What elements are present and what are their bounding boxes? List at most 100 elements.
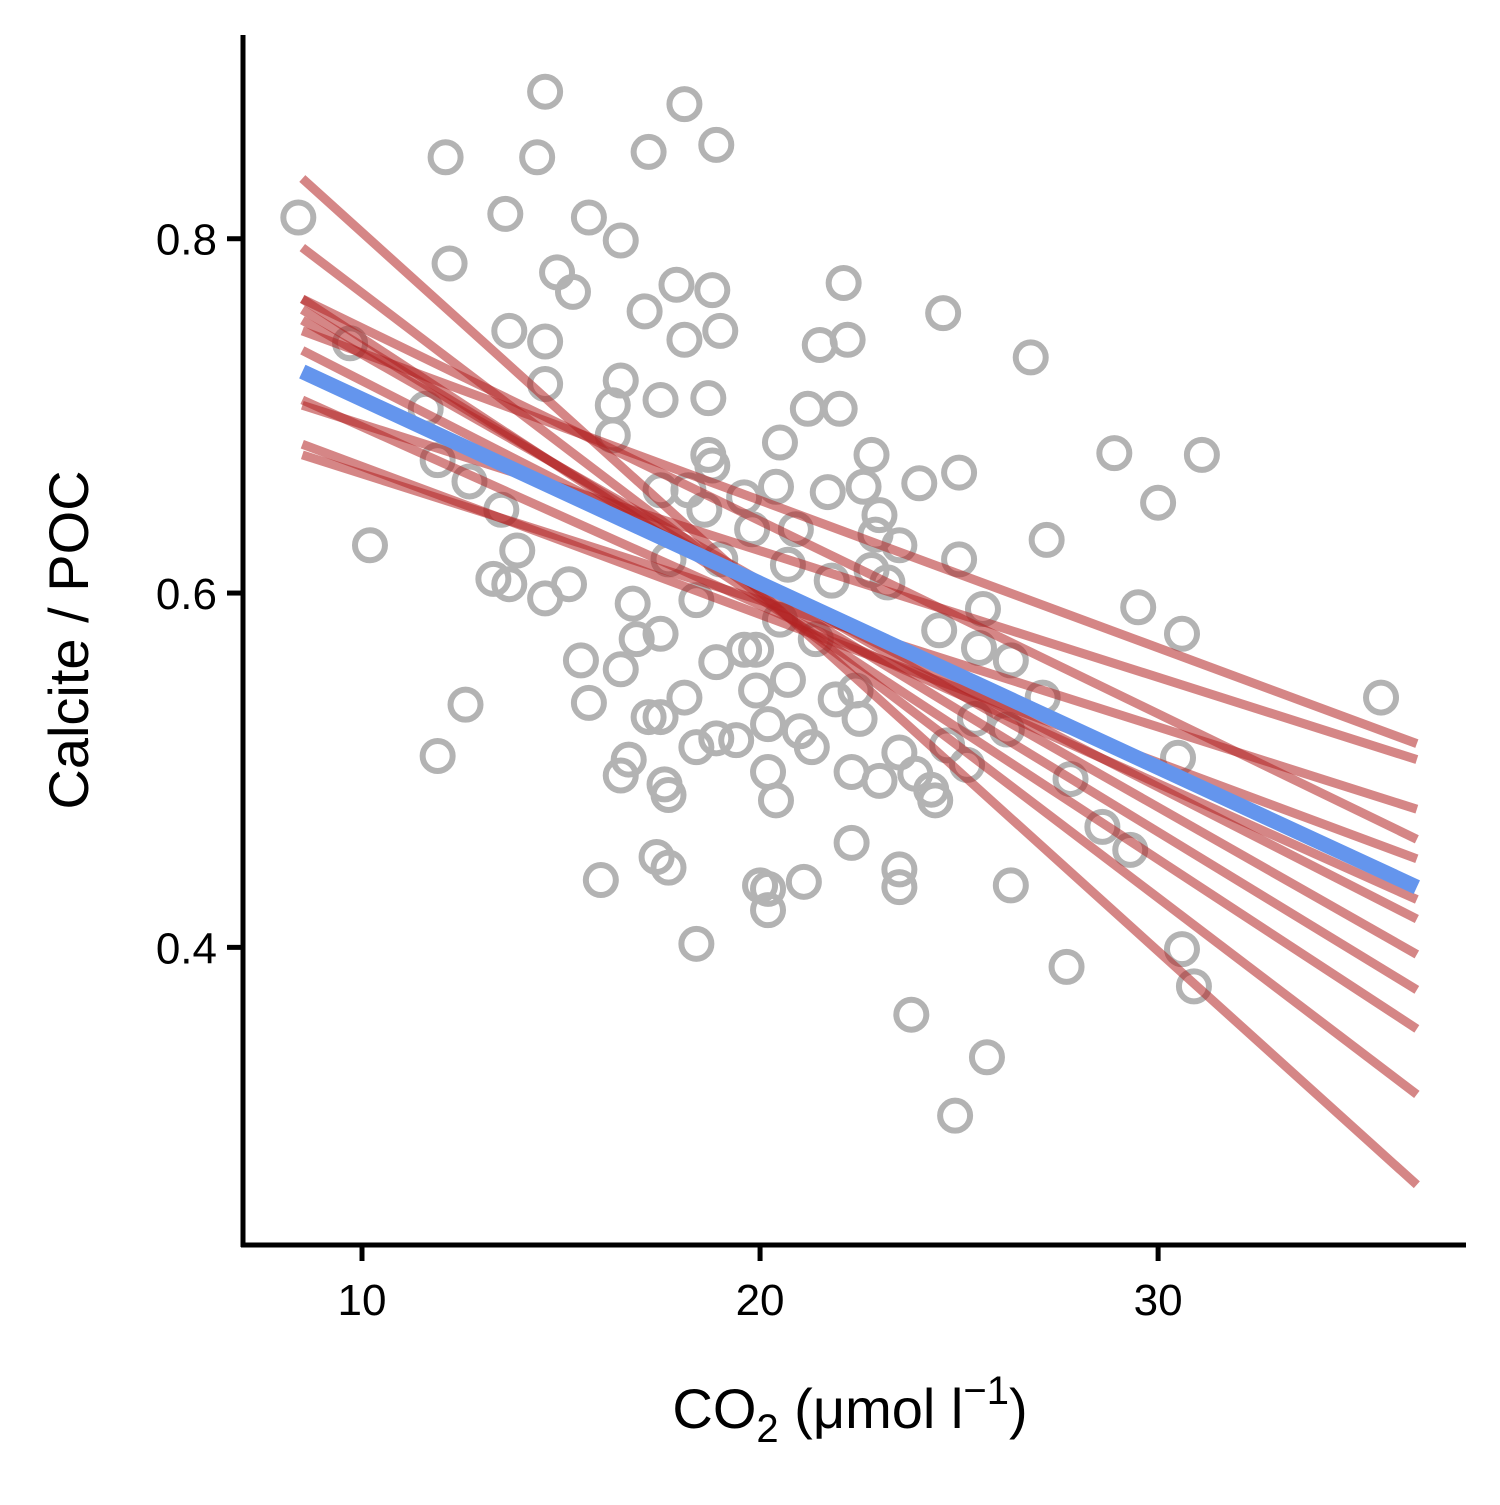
x-tick-label: 30 xyxy=(1134,1276,1183,1325)
data-point xyxy=(881,869,918,906)
data-point xyxy=(757,468,794,505)
data-point xyxy=(698,720,735,757)
data-point xyxy=(1163,615,1200,652)
data-point xyxy=(738,672,775,709)
data-point xyxy=(614,585,651,622)
x-title-part: (μmol l xyxy=(779,1377,964,1440)
data-point xyxy=(761,424,798,461)
data-point xyxy=(757,782,794,819)
x-title-part: ) xyxy=(1009,1377,1028,1440)
data-point xyxy=(1163,931,1200,968)
mean-fit-line xyxy=(299,364,1420,894)
data-point xyxy=(570,684,607,721)
data-point xyxy=(666,86,703,123)
x-tick-label: 20 xyxy=(736,1276,785,1325)
data-point xyxy=(893,996,930,1033)
data-point xyxy=(678,925,715,962)
data-point xyxy=(1096,435,1133,472)
data-point xyxy=(825,265,862,302)
data-point xyxy=(901,465,938,502)
data-point xyxy=(678,729,715,766)
data-point xyxy=(1028,521,1065,558)
data-point xyxy=(853,436,890,473)
data-point xyxy=(750,870,787,907)
plot-area xyxy=(280,73,1420,1189)
data-point xyxy=(750,753,787,790)
data-point xyxy=(431,245,468,282)
data-point xyxy=(1052,761,1089,798)
data-point xyxy=(582,862,619,899)
data-point xyxy=(829,321,866,358)
data-point xyxy=(642,615,679,652)
data-point xyxy=(698,126,735,163)
data-point xyxy=(658,266,695,303)
data-point xyxy=(968,1039,1005,1076)
data-point xyxy=(642,699,679,736)
data-point xyxy=(562,642,599,679)
data-point xyxy=(666,679,703,716)
data-point xyxy=(937,1097,974,1134)
x-title-subscript: 2 xyxy=(756,1407,778,1451)
data-point xyxy=(750,892,787,929)
data-point xyxy=(718,722,755,759)
data-point xyxy=(861,762,898,799)
data-point xyxy=(351,527,388,564)
data-point xyxy=(630,699,667,736)
data-point xyxy=(280,199,317,236)
x-title-part: CO xyxy=(672,1377,756,1440)
data-point xyxy=(447,686,484,723)
data-point xyxy=(499,532,536,569)
data-point xyxy=(475,560,512,597)
data-point xyxy=(925,295,962,332)
data-point xyxy=(1120,589,1157,626)
fit-line xyxy=(300,326,1419,748)
data-point xyxy=(419,738,456,775)
data-point xyxy=(427,139,464,176)
data-point xyxy=(861,497,898,534)
data-point xyxy=(690,380,727,417)
fit-line xyxy=(300,294,1419,844)
data-point xyxy=(527,73,564,110)
data-point xyxy=(666,321,703,358)
data-point xyxy=(817,681,854,718)
x-title-superscript: −1 xyxy=(963,1369,1009,1413)
data-point xyxy=(702,312,739,349)
data-point xyxy=(1175,968,1212,1005)
data-point xyxy=(602,651,639,688)
data-point xyxy=(550,566,587,603)
data-point xyxy=(1048,948,1085,985)
y-tick-label: 0.6 xyxy=(156,570,217,619)
data-point xyxy=(519,139,556,176)
data-point xyxy=(491,566,528,603)
y-tick-label: 0.4 xyxy=(156,924,217,973)
data-point xyxy=(841,700,878,737)
data-point xyxy=(694,272,731,309)
y-tick-label: 0.8 xyxy=(156,216,217,265)
data-point xyxy=(917,782,954,819)
data-point xyxy=(487,195,524,232)
data-point xyxy=(491,312,528,349)
data-point xyxy=(941,454,978,491)
data-point xyxy=(750,706,787,743)
x-tick-label: 10 xyxy=(338,1276,387,1325)
data-point xyxy=(769,661,806,698)
data-point xyxy=(738,631,775,668)
data-point xyxy=(833,824,870,861)
data-point xyxy=(626,293,663,330)
data-point xyxy=(1140,484,1177,521)
data-point xyxy=(1084,808,1121,845)
data-point xyxy=(630,133,667,170)
data-point xyxy=(602,757,639,794)
fit-line xyxy=(299,175,1420,1189)
data-point xyxy=(650,777,687,814)
data-point xyxy=(650,849,687,886)
data-point xyxy=(554,273,591,310)
y-axis-title: Calcite / POC xyxy=(37,470,100,809)
data-point xyxy=(809,474,846,511)
data-point xyxy=(785,863,822,900)
data-point xyxy=(1363,679,1400,716)
data-point xyxy=(1183,436,1220,473)
data-point xyxy=(921,612,958,649)
data-point xyxy=(845,468,882,505)
